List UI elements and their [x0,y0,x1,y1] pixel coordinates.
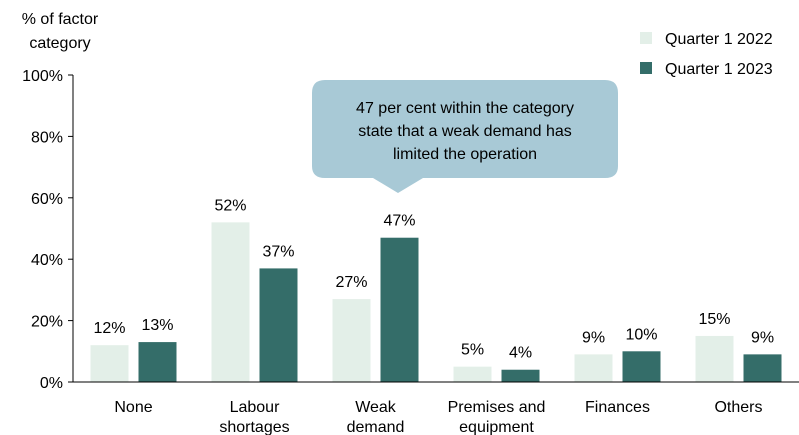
x-tick-label-premises-and-equipment: equipment [459,419,534,435]
x-tick-label-labour-shortages: shortages [219,419,289,435]
bar-none-quarter-1-2023 [138,342,177,382]
data-label-premises-and-equipment-quarter-1-2023: 4% [509,345,532,362]
data-label-others-quarter-1-2022: 15% [698,311,730,328]
y-tick-label: 60% [31,191,63,208]
y-axis-label-line-1: % of factor [22,11,99,28]
data-label-none-quarter-1-2023: 13% [141,317,173,334]
legend-label-q1-2022: Quarter 1 2022 [665,31,773,48]
y-tick-label: 80% [31,129,63,146]
bar-labour-shortages-quarter-1-2022 [211,222,250,382]
legend-label-q1-2023: Quarter 1 2023 [665,61,773,78]
bar-finances-quarter-1-2023 [622,351,661,382]
data-label-others-quarter-1-2023: 9% [751,329,774,346]
data-label-labour-shortages-quarter-1-2022: 52% [214,197,246,214]
data-label-labour-shortages-quarter-1-2023: 37% [262,243,294,260]
legend-swatch-q1-2022 [640,32,652,44]
data-label-finances-quarter-1-2022: 9% [582,329,605,346]
category-labels: None Labour shortages Weak demand Premises an… [114,399,762,435]
bar-premises-and-equipment-quarter-1-2022 [453,366,492,382]
bar-premises-and-equipment-quarter-1-2023 [501,369,540,382]
x-tick-label-finances: Finances [585,399,650,416]
annotation-text-line-1: 47 per cent within the category [356,100,574,117]
y-axis-ticks: 0% 20% 40% 60% 80% 100% [22,68,73,392]
annotation-callout: 47 per cent within the category state th… [312,80,618,193]
data-label-weak-demand-quarter-1-2023: 47% [383,213,415,230]
legend-swatch-q1-2023 [640,62,652,74]
bar-weak-demand-quarter-1-2022 [332,299,371,382]
data-label-none-quarter-1-2022: 12% [93,320,125,337]
data-label-finances-quarter-1-2023: 10% [625,326,657,343]
x-tick-label-others: Others [714,399,762,416]
x-tick-label-premises-and-equipment: Premises and [448,399,546,416]
data-labels: 12% 13% 52% 37% 27% 47% 5% 4% 9% 10% 15% 9% [93,197,774,361]
bar-others-quarter-1-2023 [743,354,782,382]
data-label-weak-demand-quarter-1-2022: 27% [335,274,367,291]
x-tick-label-weak-demand: demand [347,419,405,435]
y-axis-label-line-2: category [29,35,90,52]
x-tick-label-weak-demand: Weak [355,399,397,416]
y-tick-label: 20% [31,314,63,331]
bar-others-quarter-1-2022 [695,335,734,382]
x-tick-label-labour-shortages: Labour [230,399,280,416]
annotation-bubble [312,80,618,193]
y-tick-label: 40% [31,252,63,269]
bar-weak-demand-quarter-1-2023 [380,237,419,382]
bar-labour-shortages-quarter-1-2023 [259,268,298,382]
annotation-text-line-3: limited the operation [393,146,537,163]
legend: Quarter 1 2022 Quarter 1 2023 [640,31,773,78]
bars [90,222,782,382]
y-tick-label: 0% [40,375,63,392]
bar-none-quarter-1-2022 [90,345,129,382]
x-tick-label-none: None [114,399,152,416]
y-tick-label: 100% [22,68,63,85]
data-label-premises-and-equipment-quarter-1-2022: 5% [461,342,484,359]
bar-finances-quarter-1-2022 [574,354,613,382]
annotation-text-line-2: state that a weak demand has [358,123,571,140]
